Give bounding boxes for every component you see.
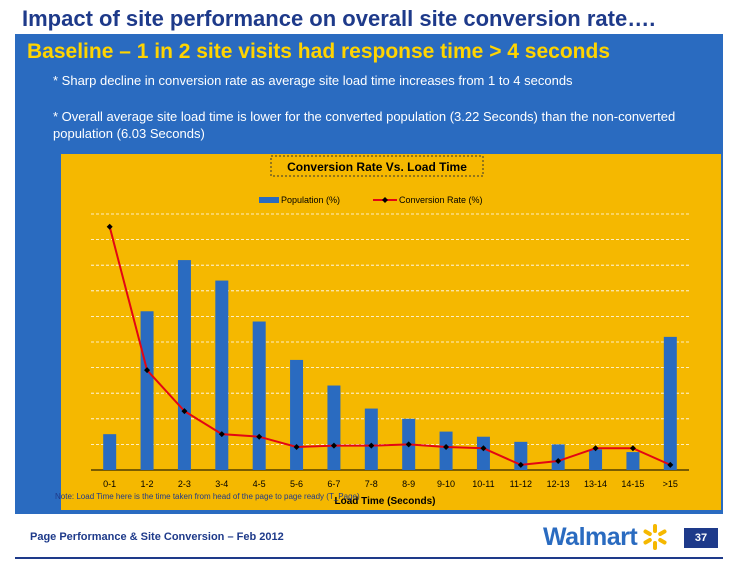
conversion-rate-point xyxy=(667,461,674,468)
population-bar xyxy=(589,449,603,470)
legend-swatch-population xyxy=(259,197,279,203)
x-tick-label: 4-5 xyxy=(253,479,266,489)
population-bar xyxy=(364,408,378,470)
legend-swatch-conversion-marker xyxy=(382,197,388,203)
bottom-divider xyxy=(15,557,723,559)
chart-note: Note: Load Time here is the time taken f… xyxy=(55,492,360,501)
population-bar xyxy=(103,434,117,470)
spark-icon xyxy=(643,524,667,550)
conversion-rate-point xyxy=(144,367,151,374)
bullet-2: * Overall average site load time is lowe… xyxy=(53,109,676,141)
x-tick-label: 13-14 xyxy=(584,479,607,489)
x-tick-label: 7-8 xyxy=(365,479,378,489)
x-tick-label: 5-6 xyxy=(290,479,303,489)
x-tick-label: 2-3 xyxy=(178,479,191,489)
conversion-rate-point xyxy=(443,443,450,450)
population-bar xyxy=(476,436,490,470)
conversion-rate-point xyxy=(555,458,562,465)
conversion-rate-point xyxy=(181,408,188,415)
slide-subtitle: Baseline – 1 in 2 site visits had respon… xyxy=(27,40,611,63)
conversion-rate-point xyxy=(218,431,225,438)
legend-label-conversion: Conversion Rate (%) xyxy=(399,195,483,205)
conversion-rate-point xyxy=(517,461,524,468)
conversion-chart: Conversion Rate Vs. Load Time Population… xyxy=(91,155,689,507)
x-tick-label: 0-1 xyxy=(103,479,116,489)
conversion-rate-point xyxy=(629,445,636,452)
population-bar xyxy=(626,452,640,470)
conversion-rate-point xyxy=(405,441,412,448)
population-bar xyxy=(140,311,154,470)
population-bar xyxy=(551,444,565,470)
x-tick-label: 8-9 xyxy=(402,479,415,489)
conversion-rate-point xyxy=(480,445,487,452)
walmart-logo: Walmart xyxy=(543,520,669,554)
conversion-rate-point xyxy=(256,433,263,440)
conversion-rate-point xyxy=(106,223,113,230)
population-bar xyxy=(327,385,341,470)
conversion-rate-point xyxy=(293,443,300,450)
bar-series xyxy=(103,260,677,470)
bullet-1: * Sharp decline in conversion rate as av… xyxy=(53,73,573,88)
brand-name: Walmart xyxy=(543,522,638,551)
x-tick-label: 10-11 xyxy=(472,479,494,489)
x-tick-label: >15 xyxy=(663,479,678,489)
x-tick-label: 11-12 xyxy=(510,479,532,489)
slide-title: Impact of site performance on overall si… xyxy=(22,6,656,31)
legend-label-population: Population (%) xyxy=(281,195,340,205)
population-bar xyxy=(215,280,229,470)
conversion-rate-point xyxy=(592,445,599,452)
population-bar xyxy=(290,359,304,470)
x-tick-label: 1-2 xyxy=(141,479,154,489)
footer-text: Page Performance & Site Conversion – Feb… xyxy=(30,531,284,543)
x-tick-label: 6-7 xyxy=(327,479,340,489)
population-bar xyxy=(177,260,191,470)
conversion-rate-line xyxy=(108,226,671,466)
chart-container: Conversion Rate Vs. Load Time Population… xyxy=(61,154,721,510)
chart-title: Conversion Rate Vs. Load Time xyxy=(287,160,467,174)
population-bar xyxy=(252,321,266,470)
page-number: 37 xyxy=(684,528,718,548)
conversion-rate-point xyxy=(368,442,375,449)
content-panel: Baseline – 1 in 2 site visits had respon… xyxy=(15,34,723,514)
chart-title-box xyxy=(270,155,484,177)
x-tick-label: 3-4 xyxy=(215,479,228,489)
x-tick-label: 14-15 xyxy=(621,479,644,489)
x-axis-label: Load Time (Seconds) xyxy=(335,496,436,507)
x-tick-label: 12-13 xyxy=(547,479,570,489)
x-tick-label: 9-10 xyxy=(437,479,455,489)
x-tick-labels: 0-1 1-2 2-3 3-4 4-5 5-6 6-7 7-8 8-9 9-10 10-11 11-1… xyxy=(103,479,678,489)
population-bar xyxy=(439,431,453,470)
conversion-rate-point xyxy=(330,442,337,449)
population-bar xyxy=(663,336,677,470)
line-series xyxy=(106,223,674,468)
